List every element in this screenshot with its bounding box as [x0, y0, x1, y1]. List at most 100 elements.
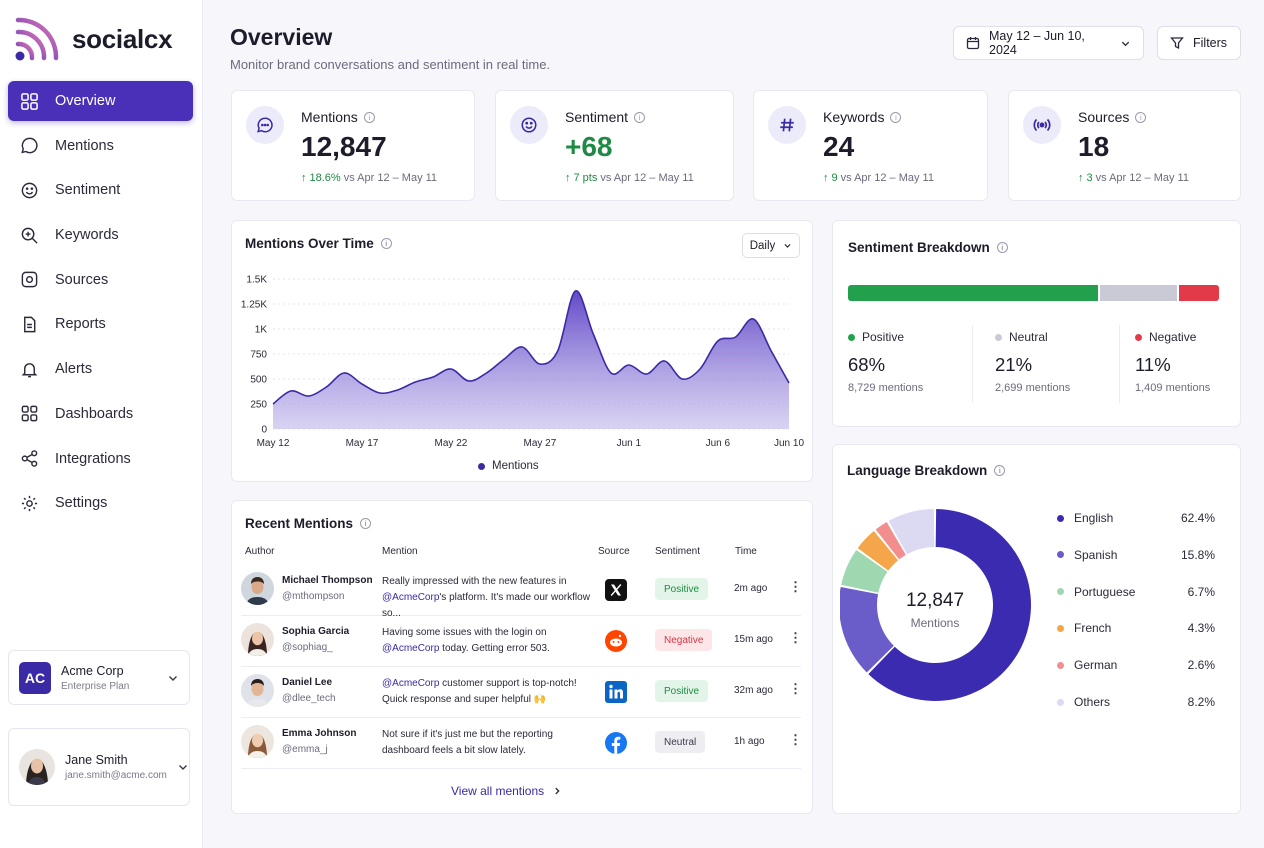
sentiment-count: 2,699 mentions — [995, 382, 1071, 394]
info-icon[interactable]: i — [360, 518, 372, 529]
author-name[interactable]: Daniel Lee — [282, 677, 333, 688]
date-range-picker[interactable]: May 12 – Jun 10, 2024 — [953, 26, 1144, 60]
stat-label: Sentiment — [565, 109, 629, 125]
stat-delta: 3 — [1086, 172, 1093, 184]
sidebar-item-mentions[interactable]: Mentions — [8, 126, 193, 166]
dashboard-icon — [21, 405, 38, 422]
info-icon[interactable]: i — [634, 111, 646, 123]
chevron-down-icon — [178, 765, 187, 770]
info-icon[interactable]: i — [994, 465, 1006, 476]
user-email: jane.smith@acme.com — [65, 770, 167, 781]
filters-button[interactable]: Filters — [1157, 26, 1241, 60]
more-options-icon[interactable]: ⋮ — [789, 732, 802, 747]
sidebar-item-overview[interactable]: Overview — [8, 81, 193, 121]
author-name[interactable]: Sophia Garcia — [282, 626, 350, 637]
legend-label: Portuguese — [1074, 584, 1136, 599]
sidebar-item-sources[interactable]: Sources — [8, 260, 193, 300]
sidebar-item-label: Reports — [55, 316, 106, 333]
avatar — [241, 674, 274, 707]
brand-logo[interactable]: socialcx — [14, 16, 173, 62]
hashtag-icon — [768, 106, 806, 144]
table-row[interactable]: Sophia Garcia @sophiag_ Having some issu… — [241, 616, 802, 667]
stat-card-sentiment: Sentiment i +68 ↑ 7 pts vs Apr 12 – May 11 — [495, 90, 734, 201]
legend-value: 62.4% — [1180, 511, 1215, 525]
avatar — [241, 623, 274, 656]
sentiment-label: Negative — [1149, 330, 1197, 344]
column-header-author[interactable]: Author — [245, 546, 275, 557]
page-subtitle: Monitor brand conversations and sentimen… — [230, 57, 551, 72]
arrow-up-icon: ↑ — [301, 172, 307, 184]
stat-compare: vs Apr 12 – May 11 — [600, 172, 694, 184]
org-switcher[interactable]: AC Acme Corp Enterprise Plan — [8, 650, 190, 705]
x-tick-label: May 17 — [346, 438, 379, 449]
author-name[interactable]: Michael Thompson — [282, 575, 373, 586]
x-tick-label: May 27 — [523, 438, 556, 449]
date-range-label: May 12 – Jun 10, 2024 — [989, 29, 1085, 57]
table-row[interactable]: Daniel Lee @dlee_tech @AcmeCorp customer… — [241, 667, 802, 718]
sidebar-item-keywords[interactable]: Keywords — [8, 215, 193, 255]
sentiment-percent: 68% — [848, 354, 886, 375]
sidebar-item-label: Dashboards — [55, 405, 134, 422]
sidebar-item-reports[interactable]: Reports — [8, 304, 193, 344]
mention-text: Really impressed with the new features i… — [382, 576, 590, 619]
more-options-icon[interactable]: ⋮ — [789, 681, 802, 696]
language-donut-chart: 12,847 Mentions — [840, 509, 1031, 701]
author-handle: @mthompson — [282, 591, 345, 602]
view-all-mentions-link[interactable]: View all mentions — [451, 784, 562, 798]
chevron-down-icon — [169, 675, 177, 681]
legend-label: German — [1074, 658, 1118, 673]
table-row[interactable]: Emma Johnson @emma_j Not sure if it's ju… — [241, 718, 802, 769]
info-icon[interactable]: i — [996, 242, 1008, 253]
column-header-time[interactable]: Time — [735, 546, 757, 557]
sidebar-item-sentiment[interactable]: Sentiment — [8, 170, 193, 210]
sidebar-item-settings[interactable]: Settings — [8, 483, 193, 523]
arrow-up-icon: ↑ — [1078, 172, 1084, 184]
divider — [972, 325, 973, 403]
recent-mentions-card — [231, 500, 813, 814]
broadcast-logo-icon — [15, 17, 59, 61]
stat-label: Keywords — [823, 109, 885, 125]
chart-title: Mentions Over Time i — [245, 236, 392, 251]
reddit-logo-icon — [605, 630, 627, 652]
mentions-area-chart: 0 250 500 750 1K 1.25K 1.5K May 12 May 17 May 22 M… — [241, 275, 805, 450]
sentiment-percent: 11% — [1135, 354, 1171, 375]
sentiment-badge: Negative — [655, 629, 713, 651]
granularity-select[interactable]: Daily — [742, 233, 800, 258]
language-title: Language Breakdown i — [847, 463, 1006, 478]
sentiment-neutral: Neutral 21% 2,699 mentions — [995, 330, 1125, 394]
stat-label: Mentions — [301, 109, 358, 125]
column-header-sentiment[interactable]: Sentiment — [655, 546, 701, 557]
info-icon[interactable]: i — [1135, 111, 1147, 123]
filters-label: Filters — [1193, 36, 1228, 50]
divider — [1119, 325, 1120, 403]
table-row[interactable]: Michael Thompson @mthompson Really impre… — [241, 565, 802, 619]
avatar — [241, 572, 274, 605]
sidebar-item-alerts[interactable]: Alerts — [8, 349, 193, 389]
x-tick-label: Jun 6 — [706, 438, 731, 449]
donut-slice — [888, 509, 935, 555]
org-badge: AC — [19, 661, 51, 694]
more-options-icon[interactable]: ⋮ — [789, 630, 802, 645]
sentiment-positive: Positive 68% 8,729 mentions — [848, 330, 978, 394]
author-name[interactable]: Emma Johnson — [282, 728, 357, 739]
legend-value: 2.6% — [1187, 658, 1215, 673]
column-header-mention[interactable]: Mention — [382, 546, 418, 557]
stat-value: 18 — [1078, 131, 1110, 162]
info-icon[interactable]: i — [363, 111, 375, 123]
sentiment-badge: Positive — [655, 578, 709, 600]
sidebar-item-label: Keywords — [55, 227, 119, 244]
mention-text: Not sure if it's just me but the reporti… — [382, 729, 553, 756]
legend-label: Mentions — [492, 460, 539, 472]
sentiment-bar-segment — [1178, 285, 1219, 301]
x-tick-label: Jun 10 — [774, 438, 804, 449]
stat-compare: vs Apr 12 – May 11 — [840, 172, 934, 184]
sidebar-item-dashboards[interactable]: Dashboards — [8, 394, 193, 434]
sentiment-badge: Neutral — [655, 731, 706, 753]
info-icon[interactable]: i — [380, 238, 392, 249]
sidebar-item-integrations[interactable]: Integrations — [8, 439, 193, 479]
legend-dot — [1057, 514, 1064, 522]
user-menu[interactable]: Jane Smith jane.smith@acme.com — [8, 728, 190, 806]
more-options-icon[interactable]: ⋮ — [789, 579, 802, 594]
column-header-source[interactable]: Source — [598, 546, 630, 557]
info-icon[interactable]: i — [890, 111, 902, 123]
